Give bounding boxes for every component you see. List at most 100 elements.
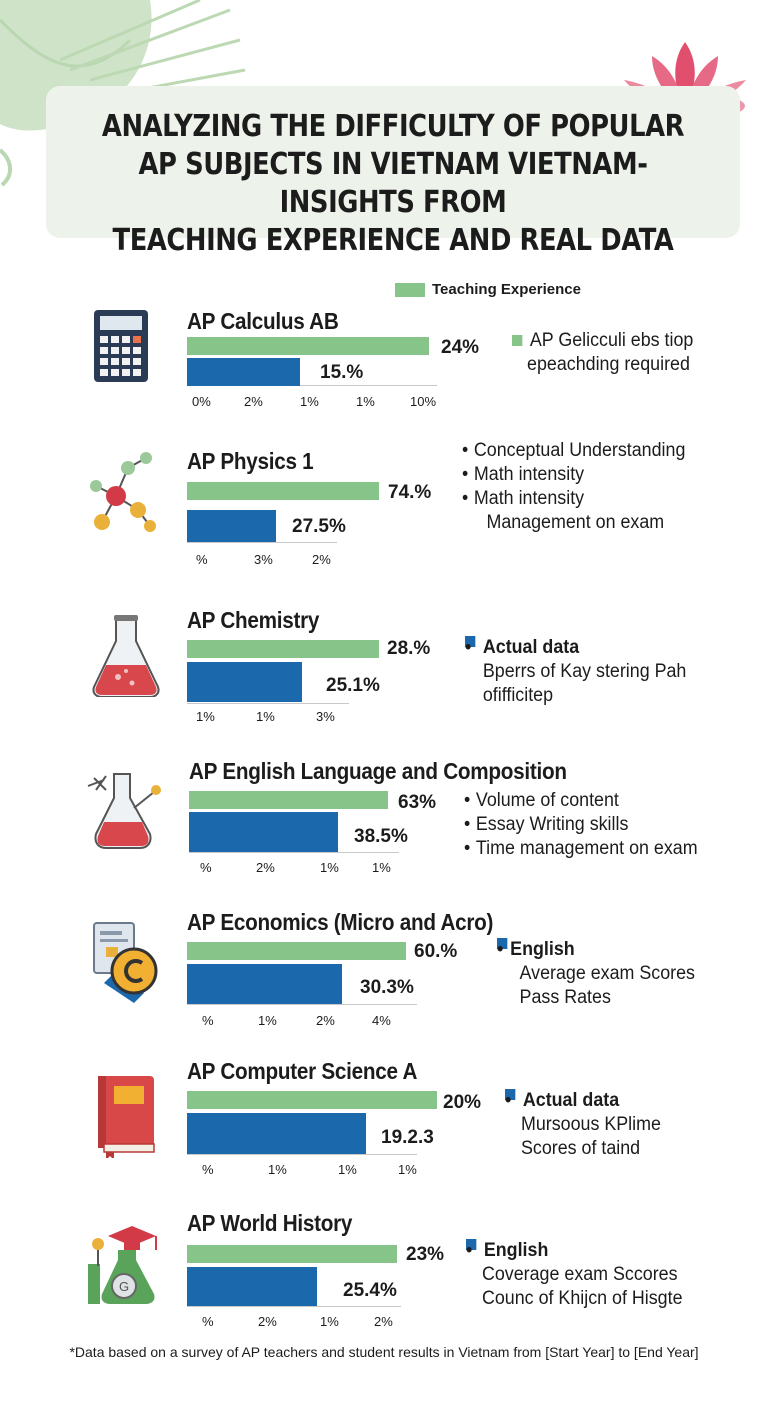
tick-label: 1% <box>258 1013 277 1028</box>
notes: Volume of content Essay Writing skills T… <box>464 789 698 861</box>
tick-label: 2% <box>374 1314 393 1329</box>
subject-title: AP Calculus AB <box>187 308 339 334</box>
subject-title: AP Physics 1 <box>187 448 314 474</box>
value-label-teaching: 23% <box>406 1244 445 1265</box>
value-label-actual: 30.3% <box>360 977 414 998</box>
bar-teaching <box>187 337 429 355</box>
title-panel <box>46 86 740 238</box>
note-line: Counc of Khijcn of Hisgte <box>481 1288 683 1309</box>
axis-track <box>189 852 399 853</box>
note-line: Average exam Scores <box>519 963 695 984</box>
tick-label: 1% <box>268 1162 287 1177</box>
notes: AP Gelicculi ebs tiop epeachding require… <box>512 329 693 377</box>
axis-track <box>187 1306 401 1307</box>
note-bullet: Time management on exam <box>464 837 698 861</box>
notes: Actual data Bperrs of Kay stering Pah of… <box>465 636 686 708</box>
flask-icon <box>92 615 160 697</box>
note-line: Bperrs of Kay stering Pah <box>482 661 687 682</box>
subject-physics: AP Physics 1 74.% 27.5% % 3% 2% Conceptu… <box>0 440 768 598</box>
note-heading: Actual data <box>522 1090 620 1111</box>
note-line: epeachding required <box>527 354 690 375</box>
bar-teaching <box>187 942 406 960</box>
economics-coin-icon <box>93 922 158 1003</box>
tick-label: 2% <box>258 1314 277 1329</box>
note-heading: English <box>510 939 575 960</box>
note-heading: English <box>483 1240 549 1261</box>
book-icon <box>98 1076 155 1158</box>
value-label-teaching: 28.% <box>387 638 431 659</box>
tick-label: 4% <box>372 1013 391 1028</box>
title-line-2: AP SUBJECTS IN VIETNAM VIETNAM-INSIGHTS … <box>138 147 648 220</box>
footnote: *Data based on a survey of AP teachers a… <box>69 1344 699 1360</box>
note-line: Coverage exam Sccores <box>481 1264 678 1285</box>
axis-track <box>187 1154 417 1155</box>
tick-label: 0% <box>192 394 211 409</box>
page-title: ANALYZING THE DIFFICULTY OF POPULAR AP S… <box>95 108 692 260</box>
note-bullet: Conceptual Understanding <box>462 439 685 463</box>
subject-computer-science: AP Computer Science A 20% 19.2.3 % 1% 1%… <box>0 1058 768 1208</box>
value-label-teaching: 63% <box>398 792 437 813</box>
bar-actual <box>187 358 300 386</box>
bar-actual <box>187 510 276 542</box>
note-bullet: Math intensity <box>462 487 685 511</box>
tick-label: 1% <box>398 1162 417 1177</box>
axis-track <box>187 385 437 386</box>
legend-swatch-teaching <box>395 282 425 297</box>
value-label-actual: 15.% <box>320 362 364 383</box>
chemistry-beaker-icon <box>87 773 161 849</box>
notes: Conceptual Understanding Math intensity … <box>462 439 685 535</box>
bar-teaching <box>187 1245 397 1263</box>
note-swatch <box>497 938 508 949</box>
value-label-teaching: 20% <box>443 1092 482 1113</box>
axis-track <box>187 703 349 704</box>
graduation-flask-icon: G <box>88 1226 157 1304</box>
tick-label: % <box>196 552 208 567</box>
value-label-actual: 38.5% <box>354 826 408 847</box>
bar-actual <box>187 662 302 702</box>
note-swatch <box>512 335 523 346</box>
tick-label: % <box>202 1314 214 1329</box>
bar-actual <box>189 812 338 852</box>
value-label-teaching: 60.% <box>414 941 458 962</box>
note-swatch <box>466 1239 477 1250</box>
subject-title: AP World History <box>187 1210 353 1236</box>
bar-actual <box>187 1267 317 1306</box>
tick-label: 1% <box>196 709 215 724</box>
note-heading: AP Gelicculi ebs tiop <box>529 330 694 351</box>
bar-teaching <box>187 1091 437 1109</box>
tick-label: 2% <box>312 552 331 567</box>
subject-english: AP English Language and Composition 63% … <box>0 758 768 908</box>
tick-label: 1% <box>338 1162 357 1177</box>
tick-label: 3% <box>254 552 273 567</box>
calculator-icon <box>94 310 148 382</box>
bar-teaching <box>189 791 388 809</box>
tick-label: 1% <box>356 394 375 409</box>
tick-label: % <box>202 1162 214 1177</box>
tick-label: 10% <box>410 394 437 409</box>
note-line: ofifficitep <box>482 685 554 706</box>
bar-teaching <box>187 640 379 658</box>
note-bullet: Volume of content <box>464 789 698 813</box>
note-heading: Actual data <box>482 637 580 658</box>
note-bullet: Essay Writing skills <box>464 813 698 837</box>
bar-actual <box>187 964 342 1004</box>
legend-label-teaching: Teaching Experience <box>432 281 581 298</box>
note-swatch <box>465 636 476 647</box>
value-label-teaching: 74.% <box>388 482 432 503</box>
note-line: Mursoous KPlime <box>520 1114 661 1135</box>
tick-label: 1% <box>300 394 319 409</box>
subject-world-history: G AP World History 23% 25.4% % 2% 1% 2% … <box>0 1210 768 1360</box>
molecule-icon <box>90 452 156 532</box>
legend: Teaching Experience <box>395 281 581 298</box>
subject-title: AP Economics (Micro and Acro) <box>187 909 494 935</box>
tick-label: 1% <box>256 709 275 724</box>
tick-label: 3% <box>316 709 335 724</box>
title-line-1: ANALYZING THE DIFFICULTY OF POPULAR <box>101 109 685 144</box>
notes: English Average exam Scores Pass Rates <box>497 938 695 1010</box>
tick-label: % <box>202 1013 214 1028</box>
axis-track <box>187 542 337 543</box>
value-label-actual: 19.2.3 <box>381 1127 434 1148</box>
tick-label: 1% <box>320 860 339 875</box>
tick-label: 2% <box>244 394 263 409</box>
tick-label: 2% <box>316 1013 335 1028</box>
